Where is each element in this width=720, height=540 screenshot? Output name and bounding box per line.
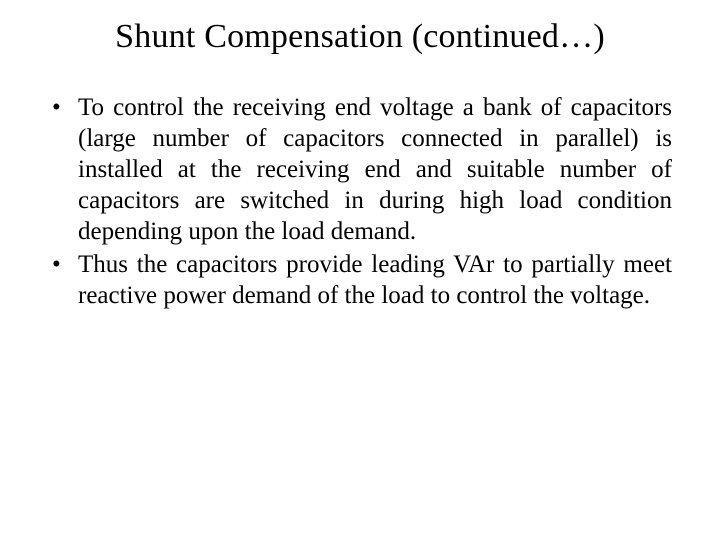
bullet-text: To control the receiving end voltage a b… xyxy=(78,94,672,245)
slide-title: Shunt Compensation (continued…) xyxy=(48,18,672,56)
list-item: • Thus the capacitors provide leading VA… xyxy=(48,249,672,311)
bullet-list: • To control the receiving end voltage a… xyxy=(48,92,672,311)
bullet-marker-icon: • xyxy=(52,249,61,280)
bullet-marker-icon: • xyxy=(52,92,61,123)
bullet-text: Thus the capacitors provide leading VAr … xyxy=(78,251,672,309)
list-item: • To control the receiving end voltage a… xyxy=(48,92,672,247)
